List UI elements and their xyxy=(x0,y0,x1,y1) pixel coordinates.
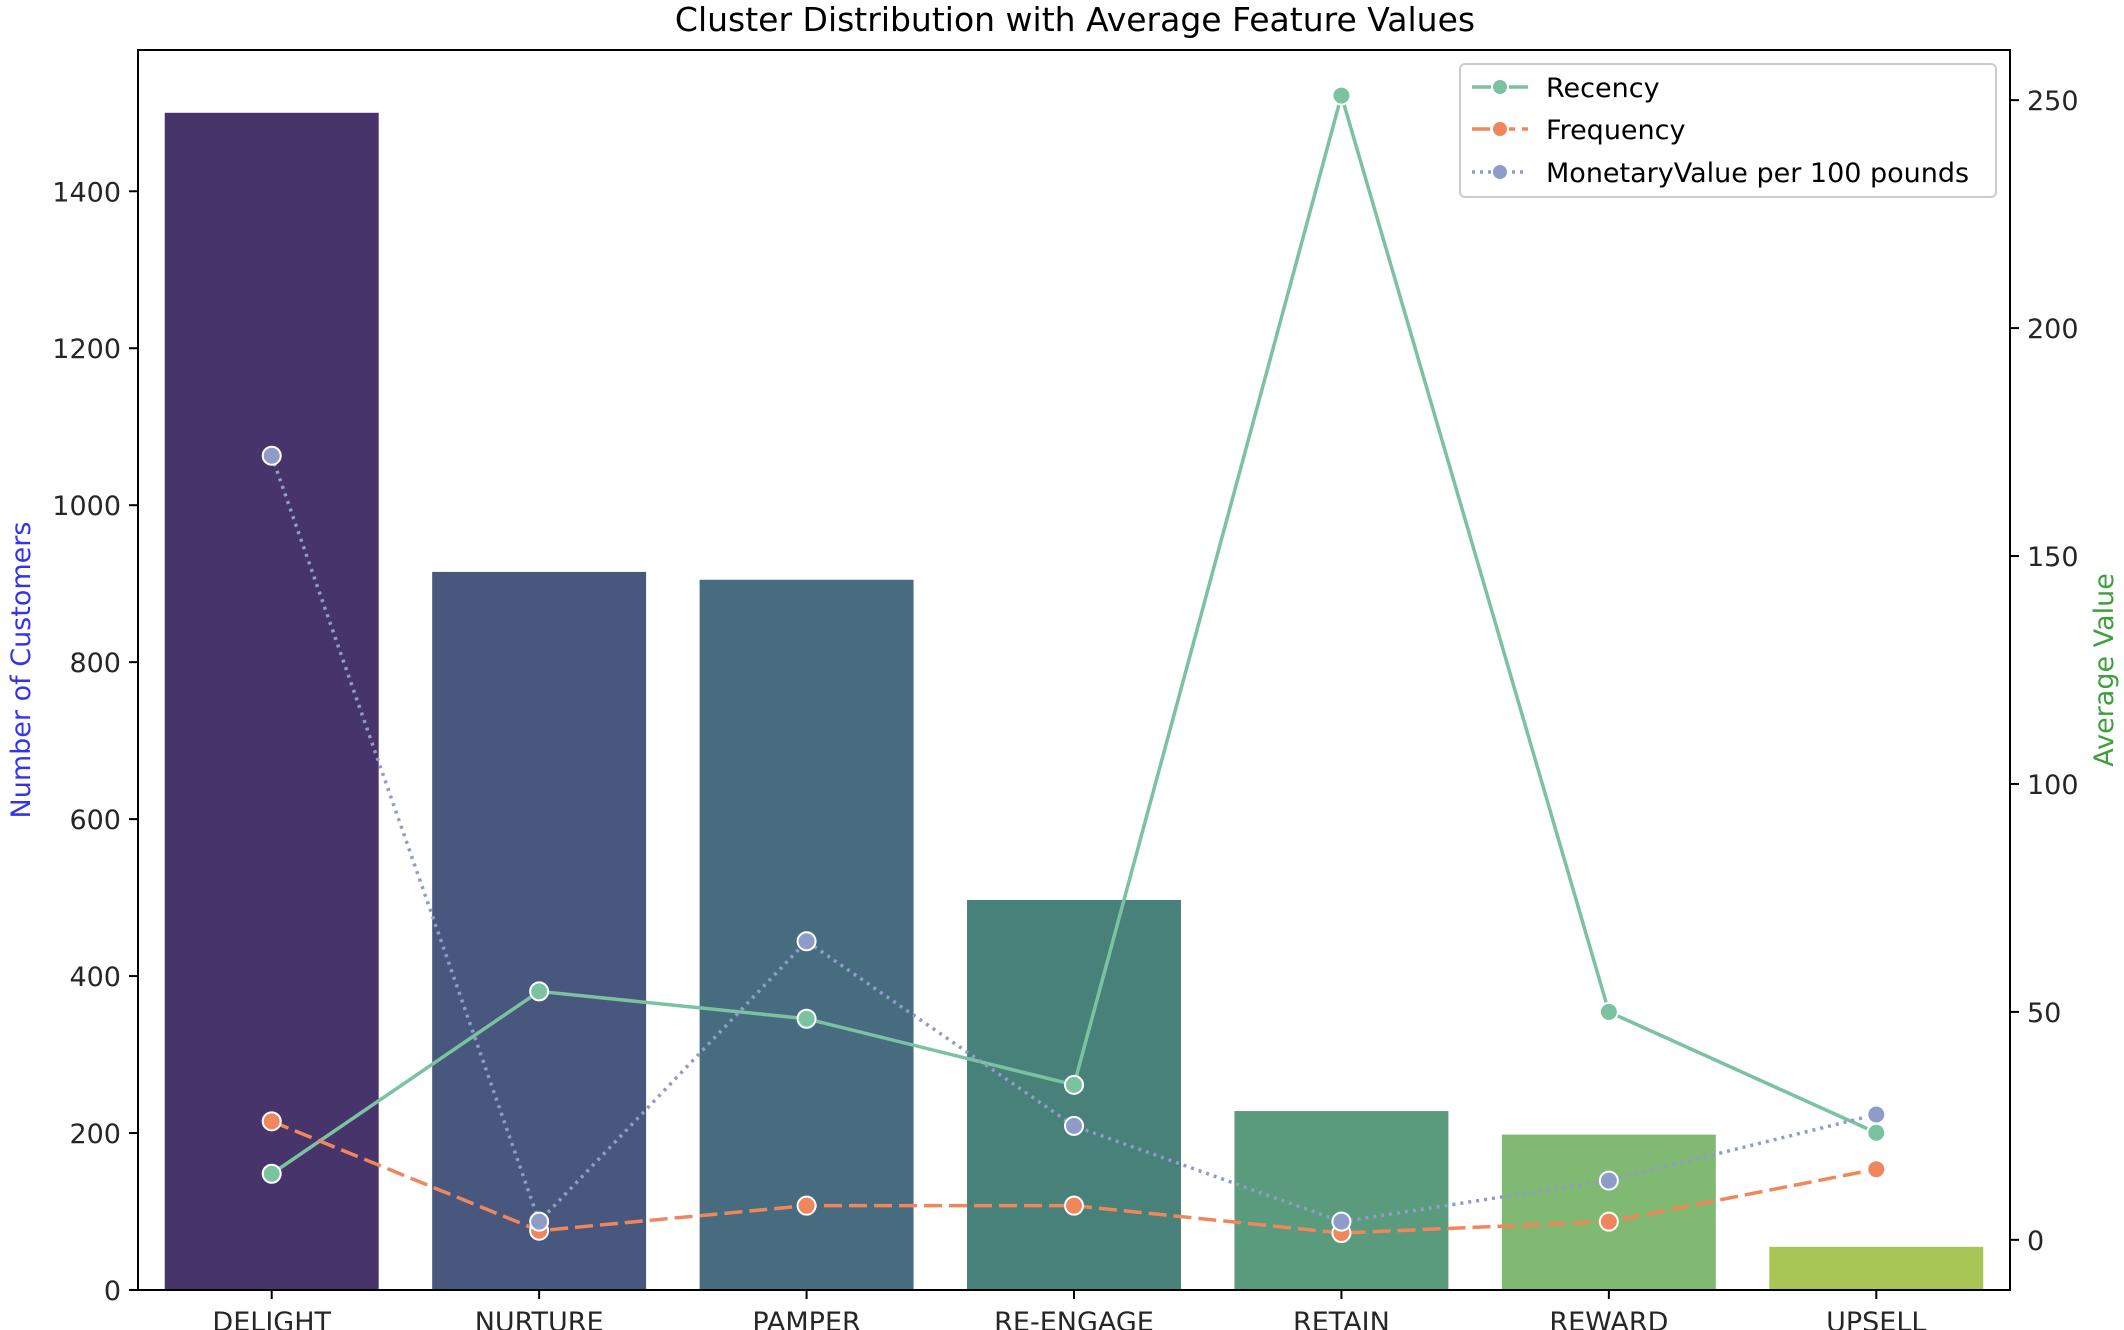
x-tick-label: PAMPER xyxy=(752,1307,860,1330)
left-tick-label: 200 xyxy=(69,1119,121,1150)
right-tick-label: 200 xyxy=(2027,314,2079,345)
chart-title: Cluster Distribution with Average Featur… xyxy=(675,0,1475,39)
legend-marker-recency xyxy=(1491,78,1509,96)
point-recency xyxy=(529,981,550,1002)
legend: Recency Frequency MonetaryValue per 100 po… xyxy=(1459,63,1997,198)
x-tick-label: RE-ENGAGE xyxy=(994,1307,1154,1330)
point-monetaryvalue xyxy=(796,931,817,952)
point-frequency xyxy=(1064,1195,1084,1216)
left-tick-label: 600 xyxy=(69,805,121,836)
lines-layer xyxy=(261,85,1887,1244)
point-frequency xyxy=(796,1195,817,1216)
point-recency xyxy=(1064,1074,1084,1095)
y-axis-label: Number of Customers xyxy=(6,522,37,819)
point-frequency xyxy=(1866,1159,1887,1180)
legend-marker-monetaryvalue xyxy=(1491,163,1509,181)
point-monetaryvalue xyxy=(1331,1211,1352,1232)
x-axis-ticks: DELIGHT NURTURE PAMPER RE-ENGAGE RETAIN REWAR… xyxy=(212,1290,1926,1330)
left-tick-label: 0 xyxy=(104,1276,121,1307)
point-recency xyxy=(1866,1122,1887,1143)
right-axis-ticks: 0 50 100 150 200 250 xyxy=(2010,86,2079,1257)
y2-axis-label: Average Value xyxy=(2089,573,2120,767)
point-monetaryvalue xyxy=(1598,1170,1619,1191)
point-recency xyxy=(261,1163,282,1184)
right-tick-label: 100 xyxy=(2027,770,2079,801)
x-tick-label: NURTURE xyxy=(475,1307,604,1330)
legend-label-recency: Recency xyxy=(1546,73,1660,104)
right-tick-label: 0 xyxy=(2027,1226,2044,1257)
legend-label-frequency: Frequency xyxy=(1546,115,1686,146)
legend-box xyxy=(1459,63,1997,198)
bar-re-engage xyxy=(967,899,1181,1290)
legend-marker-frequency xyxy=(1491,120,1509,138)
bar-retain xyxy=(1234,1111,1449,1290)
x-tick-label: DELIGHT xyxy=(212,1307,331,1330)
bar-delight xyxy=(164,112,379,1291)
point-monetaryvalue xyxy=(261,445,282,466)
point-frequency xyxy=(1598,1211,1619,1232)
series-monetaryvalue xyxy=(261,445,1887,1232)
x-tick-label: RETAIN xyxy=(1293,1307,1390,1330)
point-recency xyxy=(1598,1001,1619,1022)
left-tick-label: 800 xyxy=(69,648,121,679)
point-recency xyxy=(1331,85,1352,106)
left-tick-label: 1200 xyxy=(52,334,121,365)
point-monetaryvalue xyxy=(1866,1104,1887,1125)
left-tick-label: 1000 xyxy=(52,491,121,522)
left-axis-ticks: 0 200 400 600 800 1000 1200 1400 xyxy=(52,177,138,1307)
series-recency xyxy=(261,85,1887,1184)
left-tick-label: 1400 xyxy=(52,177,121,208)
legend-label-monetaryvalue: MonetaryValue per 100 pounds xyxy=(1546,158,1969,189)
point-monetaryvalue xyxy=(1064,1115,1084,1136)
right-tick-label: 250 xyxy=(2027,86,2079,117)
point-recency xyxy=(796,1008,817,1029)
bar-nurture xyxy=(432,571,647,1290)
x-tick-label: REWARD xyxy=(1549,1307,1668,1330)
right-tick-label: 150 xyxy=(2027,542,2079,573)
bar-upsell xyxy=(1769,1246,1984,1290)
right-tick-label: 50 xyxy=(2027,998,2061,1029)
x-tick-label: UPSELL xyxy=(1826,1307,1926,1330)
point-monetaryvalue xyxy=(529,1211,550,1232)
point-frequency xyxy=(261,1111,282,1132)
left-tick-label: 400 xyxy=(69,962,121,993)
bars-layer xyxy=(164,112,1984,1291)
